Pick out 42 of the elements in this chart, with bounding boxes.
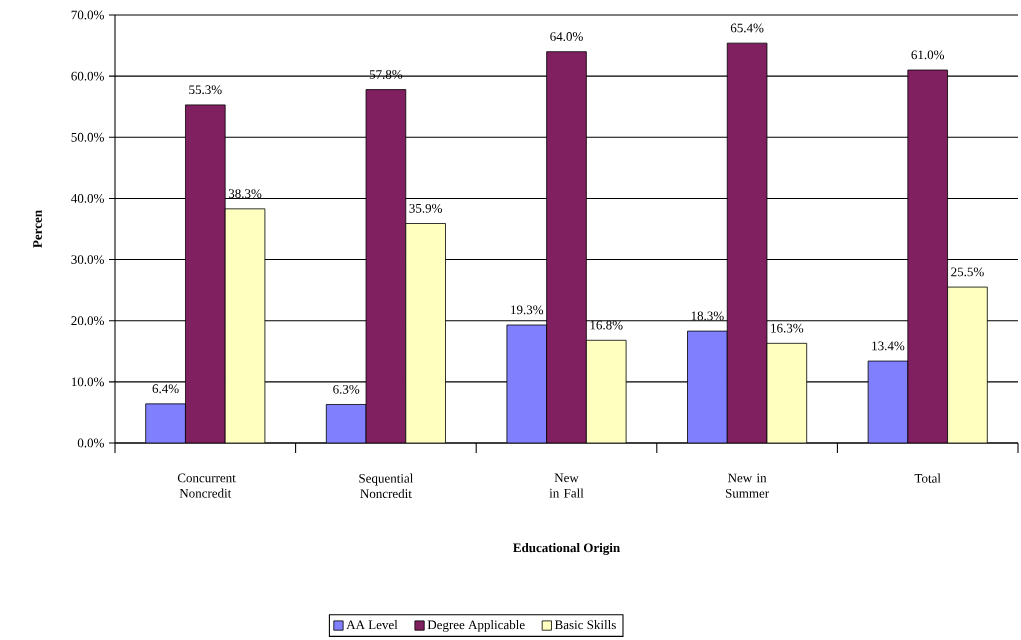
data-label: 16.8% — [590, 320, 623, 330]
data-label: 64.0% — [550, 32, 583, 41]
data-label: 13.4% — [872, 341, 905, 351]
y-tick-label: 30.0% — [71, 255, 104, 264]
x-axis-title: Educational Origin — [513, 543, 620, 555]
y-tick-label: 0.0% — [77, 438, 104, 448]
legend-label: AA Level — [346, 620, 398, 630]
bar — [947, 286, 988, 443]
bar — [405, 223, 446, 443]
y-tick-label: 70.0% — [71, 10, 104, 20]
bar — [185, 104, 226, 443]
y-tick-label: 50.0% — [71, 132, 104, 142]
x-tick-label: Sequential Noncredit — [359, 473, 414, 499]
data-label: 19.3% — [511, 305, 544, 315]
x-tick-label: New in Fall — [549, 473, 584, 498]
data-label: 35.9% — [409, 203, 442, 213]
bar — [365, 89, 407, 443]
bar — [907, 69, 948, 443]
y-tick-label: 10.0% — [71, 377, 104, 387]
data-label: 6.3% — [333, 384, 360, 394]
bar — [726, 42, 768, 443]
bar — [766, 342, 808, 443]
bar — [546, 51, 587, 443]
data-label: 6.4% — [152, 384, 179, 394]
y-tick-label: 60.0% — [71, 71, 104, 81]
x-tick-label: Concurrent Noncredit — [177, 473, 236, 498]
y-tick-label: 20.0% — [71, 316, 104, 326]
x-tick-label: New in Summer — [725, 473, 770, 498]
data-label: 16.3% — [771, 323, 804, 333]
y-tick-label: 40.0% — [71, 194, 104, 203]
data-label: 38.3% — [228, 189, 262, 199]
data-label: 65.4% — [730, 23, 764, 33]
legend-label: Basic Skills — [554, 620, 616, 630]
bar — [585, 339, 627, 443]
y-axis-title: Percen — [33, 210, 42, 248]
legend-label: Degree Applicable — [427, 620, 525, 632]
bar — [224, 208, 266, 443]
data-label: 61.0% — [911, 50, 945, 60]
x-tick-label: Total — [914, 473, 941, 483]
data-label: 55.3% — [189, 85, 222, 95]
data-label: 18.3% — [691, 311, 724, 321]
data-label: 25.5% — [951, 267, 984, 277]
